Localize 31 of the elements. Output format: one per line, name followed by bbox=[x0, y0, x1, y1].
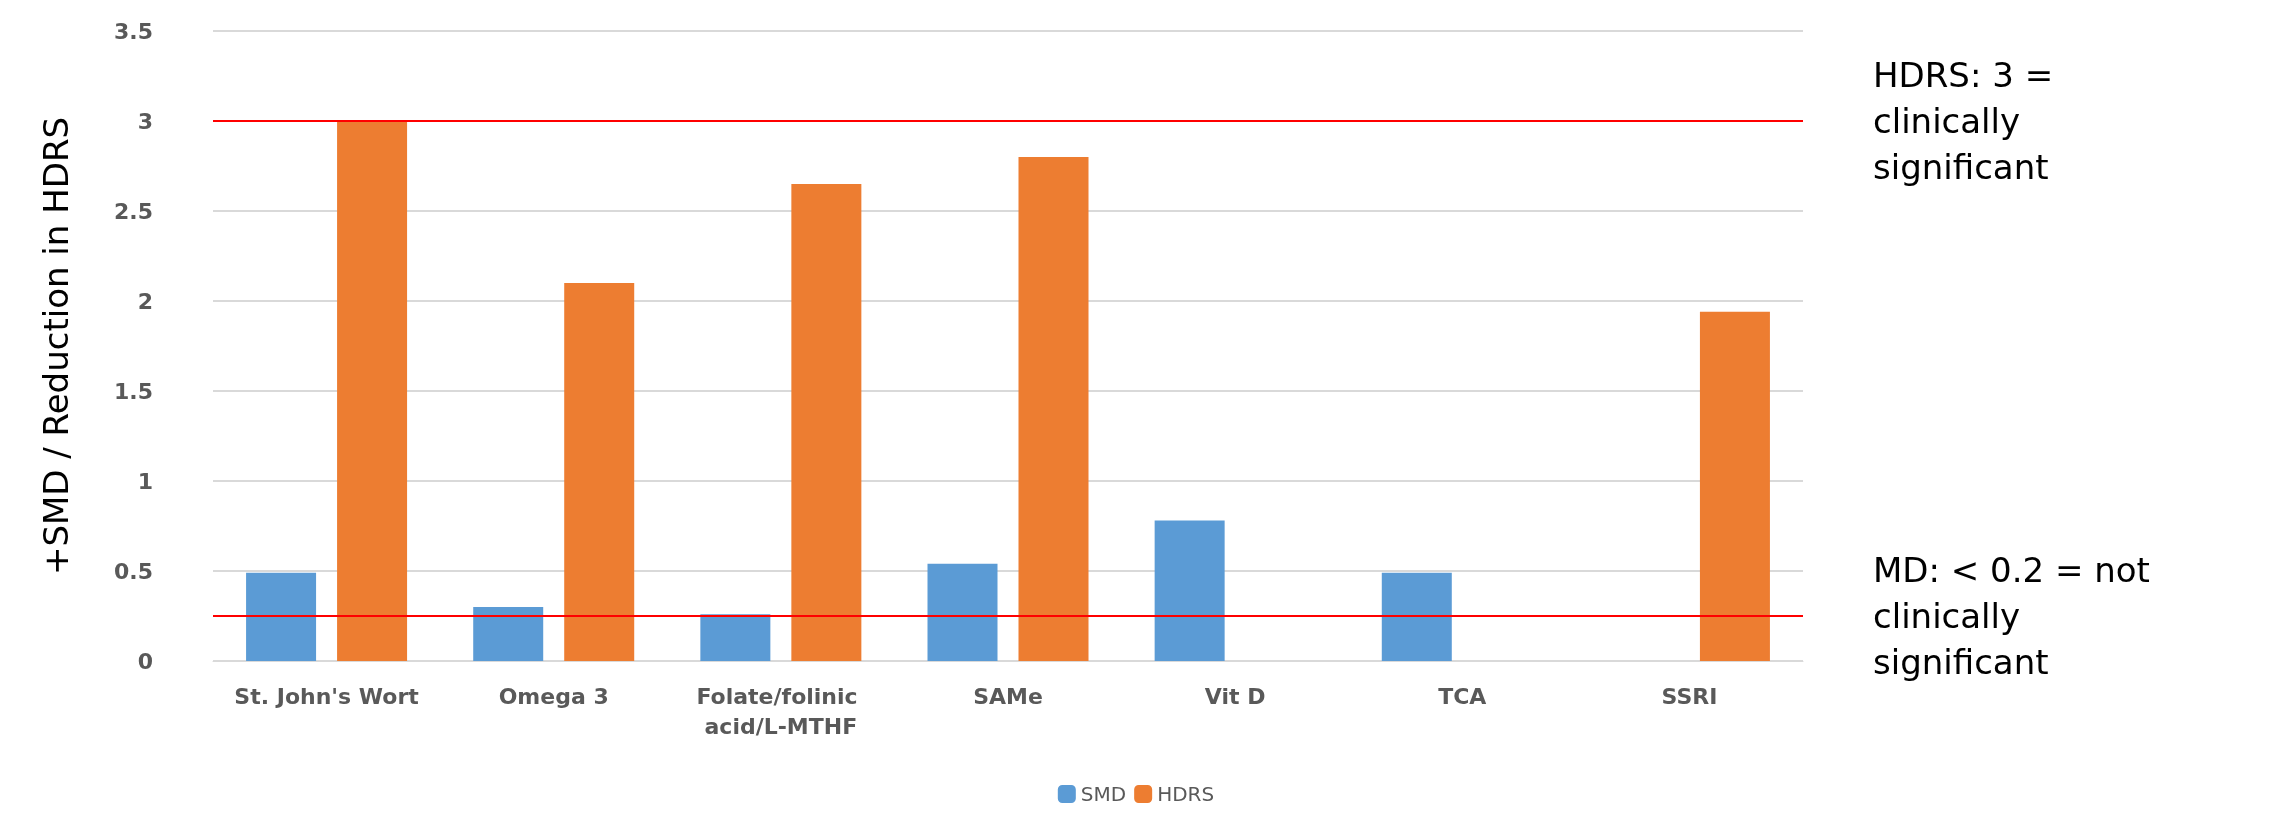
y-tick-label: 0.5 bbox=[114, 558, 153, 584]
bar bbox=[1154, 520, 1225, 661]
x-tick-label: St. John's Wort bbox=[234, 683, 420, 709]
y-tick-label: 2 bbox=[137, 288, 153, 314]
bar bbox=[564, 283, 635, 661]
y-tick-label: 3 bbox=[137, 108, 153, 134]
x-tick-label: Omega 3 bbox=[498, 683, 609, 709]
x-tick-label: TCA bbox=[1438, 683, 1487, 709]
x-tick-label: SAMe bbox=[973, 683, 1043, 709]
bar bbox=[1381, 572, 1452, 661]
y-tick-label: 1 bbox=[137, 468, 153, 494]
x-tick-label: Folate/folinic acid/L-MTHF bbox=[696, 683, 866, 739]
bar bbox=[473, 607, 544, 661]
ref-line-label: HDRS: 3 = clinically significant bbox=[1873, 55, 2064, 187]
y-tick-label: 1.5 bbox=[114, 378, 153, 404]
bar bbox=[246, 572, 317, 661]
bar bbox=[927, 563, 998, 661]
y-tick-label: 3.5 bbox=[114, 18, 153, 44]
y-tick-label: 2.5 bbox=[114, 198, 153, 224]
bar bbox=[1699, 311, 1770, 661]
y-tick-label: 0 bbox=[137, 648, 153, 674]
legend-label: SMD bbox=[1080, 782, 1127, 806]
bar bbox=[791, 184, 862, 661]
bar bbox=[337, 121, 408, 661]
legend-label: HDRS bbox=[1157, 782, 1215, 806]
ref-line-label: MD: < 0.2 = not clinically significant bbox=[1873, 550, 2161, 682]
y-axis-title: +SMD / Reduction in HDRS bbox=[36, 116, 76, 576]
x-tick-label: SSRI bbox=[1661, 683, 1718, 709]
bar bbox=[700, 614, 771, 661]
x-tick-label: Vit D bbox=[1204, 683, 1266, 709]
bar bbox=[1018, 157, 1089, 661]
